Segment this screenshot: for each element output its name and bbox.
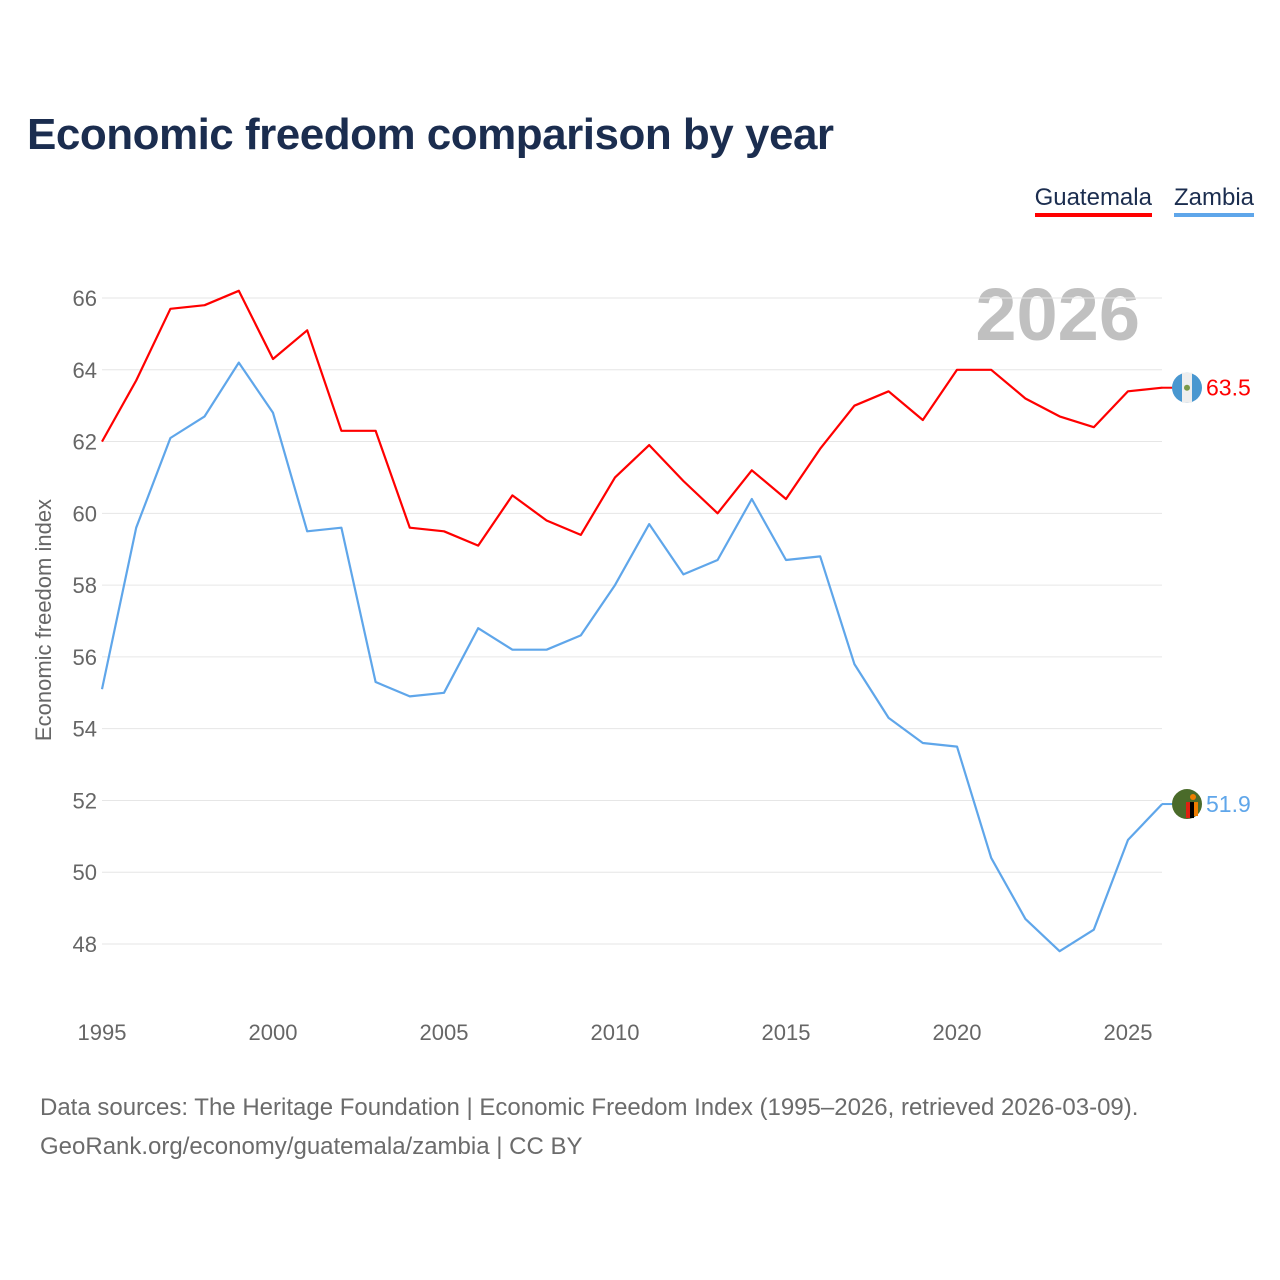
y-tick-label: 64: [73, 358, 97, 383]
x-tick-label: 2010: [591, 1020, 640, 1045]
attribution-link[interactable]: GeoRank.org/economy/guatemala/zambia | C…: [40, 1133, 583, 1160]
x-tick-label: 2020: [933, 1020, 982, 1045]
x-tick-label: 2000: [249, 1020, 298, 1045]
chart-title: Economic freedom comparison by year: [27, 110, 834, 159]
source-text: Data sources: The Heritage Foundation | …: [40, 1094, 1139, 1121]
flag-stripe-red: [1186, 802, 1190, 819]
x-tick-label: 2025: [1104, 1020, 1153, 1045]
flag-eagle: [1190, 794, 1196, 801]
flag-emblem: [1184, 384, 1190, 391]
end-value-label: 63.5: [1206, 375, 1251, 401]
y-tick-label: 62: [73, 430, 97, 455]
flag-stripe-black: [1190, 802, 1194, 819]
series-line-zambia: [100, 361, 1163, 953]
y-tick-label: 50: [73, 860, 97, 885]
y-tick-label: 52: [73, 788, 97, 813]
x-tick-label: 2005: [420, 1020, 469, 1045]
legend-item-zambia[interactable]: Zambia: [1173, 184, 1254, 217]
year-watermark: 2026: [975, 273, 1140, 356]
legend: Guatemala Zambia: [1034, 184, 1254, 217]
y-tick-label: 54: [73, 717, 97, 742]
footer: Data sources: The Heritage Foundation | …: [40, 1088, 1138, 1166]
y-tick-label: 58: [73, 573, 97, 598]
x-tick-label: 1995: [78, 1020, 127, 1045]
y-axis-label: Economic freedom index: [31, 499, 56, 741]
y-tick-label: 66: [73, 286, 97, 311]
flag-icon-zambia: [1172, 789, 1202, 820]
flag-icon-guatemala: [1172, 372, 1202, 403]
flag-stripe-orange: [1194, 802, 1198, 817]
y-tick-label: 60: [73, 501, 97, 526]
y-tick-label: 56: [73, 645, 97, 670]
y-tick-label: 48: [73, 932, 97, 957]
series-line-guatemala: [101, 289, 1163, 547]
end-value-label: 51.9: [1206, 791, 1251, 817]
x-tick-label: 2015: [762, 1020, 811, 1045]
legend-item-guatemala[interactable]: Guatemala: [1034, 184, 1152, 217]
